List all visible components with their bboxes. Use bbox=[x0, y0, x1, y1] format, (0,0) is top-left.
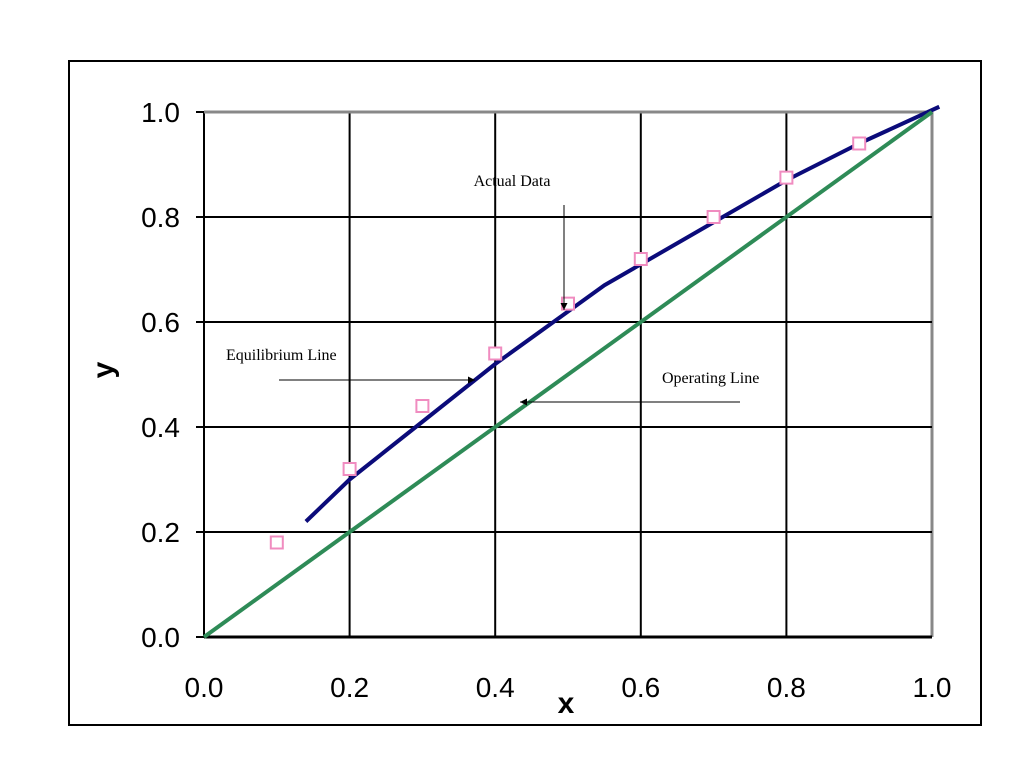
annotations: Actual Data Equilibrium Line Operating Lin… bbox=[226, 173, 759, 406]
series-layer bbox=[202, 104, 941, 639]
x-tick-label: 1.0 bbox=[913, 672, 952, 703]
x-tick-label: 0.2 bbox=[330, 672, 369, 703]
data-point-marker bbox=[852, 136, 867, 151]
data-point-marker bbox=[779, 170, 794, 185]
annotation-label: Actual Data bbox=[474, 173, 551, 190]
data-point-marker bbox=[415, 399, 430, 413]
data-point-marker bbox=[342, 462, 357, 476]
x-tick-label: 0.4 bbox=[476, 672, 515, 703]
y-tick-label: 1.0 bbox=[141, 97, 180, 128]
operating-line-series bbox=[202, 110, 934, 639]
grid bbox=[196, 110, 934, 639]
x-tick-label: 0.0 bbox=[185, 672, 224, 703]
y-tick-label: 0.4 bbox=[141, 412, 180, 443]
y-axis-title: y bbox=[87, 361, 120, 378]
data-point-marker bbox=[488, 346, 503, 361]
annotation-label: Operating Line bbox=[662, 370, 759, 387]
y-tick-label: 0.2 bbox=[141, 517, 180, 548]
x-tick-label: 0.8 bbox=[767, 672, 806, 703]
y-tick-label: 0.6 bbox=[141, 307, 180, 338]
equilibrium-line-series bbox=[304, 104, 941, 523]
chart-frame bbox=[68, 60, 982, 726]
data-point-marker bbox=[269, 535, 284, 550]
y-tick-labels: 0.0 0.2 0.4 0.6 0.8 1.0 bbox=[141, 97, 180, 653]
y-tick-label: 0.8 bbox=[141, 202, 180, 233]
annotation-label: Equilibrium Line bbox=[226, 347, 337, 364]
x-tick-label: 0.6 bbox=[621, 672, 660, 703]
x-axis-title: x bbox=[558, 687, 575, 720]
x-tick-labels: 0.0 0.2 0.4 0.6 0.8 1.0 bbox=[185, 672, 952, 703]
y-tick-label: 0.0 bbox=[141, 622, 180, 653]
data-point-marker bbox=[706, 210, 721, 224]
data-point-marker bbox=[633, 252, 648, 266]
